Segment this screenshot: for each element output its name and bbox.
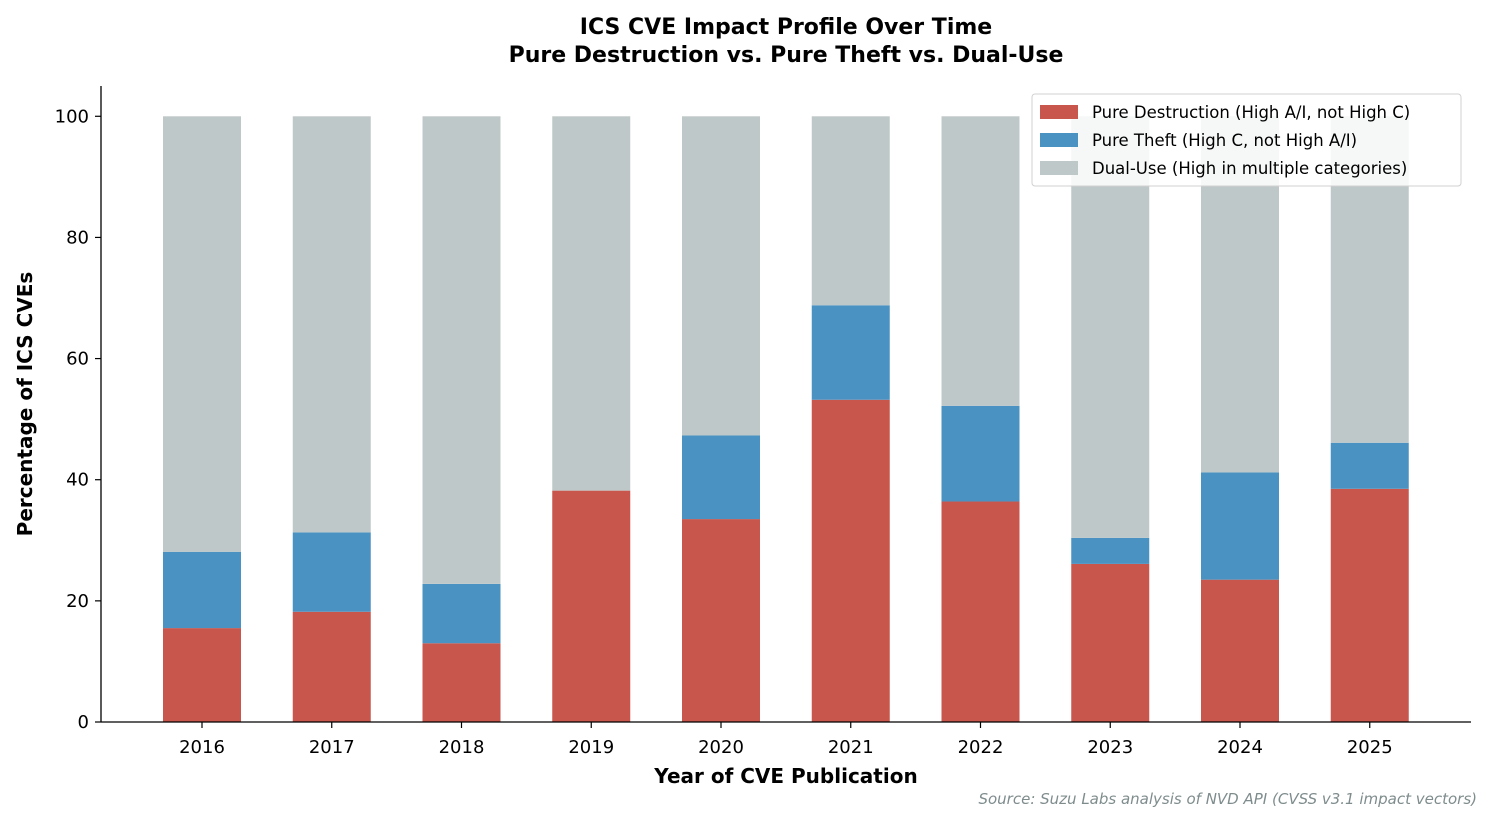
bar-2018-series-2 [422, 116, 501, 584]
y-ticks-group: 0 20 40 60 80 100 [55, 106, 101, 733]
legend-frame [1031, 93, 1462, 187]
legend-swatch-1 [1040, 133, 1078, 147]
bar-2025-series-1 [1330, 442, 1409, 489]
x-tick-label: 2019 [568, 737, 614, 758]
y-tick-label: 20 [66, 591, 89, 612]
bar-2023-series-2 [1071, 116, 1150, 538]
bar-2019-series-0 [552, 490, 631, 722]
bar-2023-series-1 [1071, 537, 1150, 564]
bar-2017-series-0 [292, 611, 371, 722]
x-tick-label: 2021 [828, 737, 874, 758]
y-tick-label: 0 [78, 712, 89, 733]
legend: Pure Destruction (High A/I, not High C) P… [1031, 93, 1462, 187]
y-tick-label: 40 [66, 470, 89, 491]
y-tick-label: 60 [66, 349, 89, 370]
bar-2022-series-0 [941, 501, 1020, 722]
bar-2017-series-1 [292, 532, 371, 612]
x-tick-label: 2023 [1087, 737, 1133, 758]
x-tick-label: 2017 [309, 737, 355, 758]
bar-2021-series-1 [811, 305, 890, 400]
bar-2016-series-2 [163, 116, 241, 552]
bar-2024-series-0 [1201, 579, 1279, 722]
bar-2023-series-0 [1071, 563, 1150, 722]
chart-subtitle: Pure Destruction vs. Pure Theft vs. Dual… [509, 43, 1064, 68]
bar-2018-series-1 [422, 583, 501, 644]
bar-2020-series-2 [682, 116, 760, 436]
y-tick-label: 80 [66, 227, 89, 248]
bar-2025-series-0 [1330, 488, 1409, 722]
source-note: Source: Suzu Labs analysis of NVD API (C… [978, 790, 1477, 808]
x-tick-label: 2022 [958, 737, 1004, 758]
bars-group [163, 116, 1409, 722]
legend-label-2: Dual-Use (High in multiple categories) [1092, 159, 1407, 178]
legend-label-1: Pure Theft (High C, not High A/I) [1092, 131, 1357, 150]
bar-2019-series-2 [552, 116, 631, 491]
bar-2016-series-1 [163, 551, 241, 629]
chart-title: ICS CVE Impact Profile Over Time [580, 15, 992, 40]
y-axis-label: Percentage of ICS CVEs [13, 272, 37, 537]
bar-2022-series-2 [941, 116, 1020, 406]
bar-2016-series-0 [163, 628, 241, 722]
bar-2017-series-2 [292, 116, 371, 533]
bar-2022-series-1 [941, 405, 1020, 502]
x-axis-label: Year of CVE Publication [653, 764, 917, 788]
x-tick-label: 2024 [1217, 737, 1263, 758]
x-tick-label: 2018 [439, 737, 485, 758]
bar-2021-series-0 [811, 399, 890, 722]
x-ticks-group: 2016 2017 2018 2019 2020 2021 2022 2023 2024 2025 [179, 722, 1393, 758]
legend-label-0: Pure Destruction (High A/I, not High C) [1092, 103, 1410, 122]
bar-2021-series-2 [811, 116, 890, 306]
bar-2024-series-1 [1201, 472, 1279, 580]
bar-2020-series-1 [682, 435, 760, 520]
legend-swatch-0 [1040, 105, 1078, 119]
x-tick-label: 2020 [698, 737, 744, 758]
y-tick-label: 100 [55, 106, 89, 127]
legend-swatch-2 [1040, 161, 1078, 175]
bar-2020-series-0 [682, 519, 760, 722]
x-tick-label: 2016 [179, 737, 225, 758]
x-tick-label: 2025 [1347, 737, 1393, 758]
bar-2018-series-0 [422, 643, 501, 722]
